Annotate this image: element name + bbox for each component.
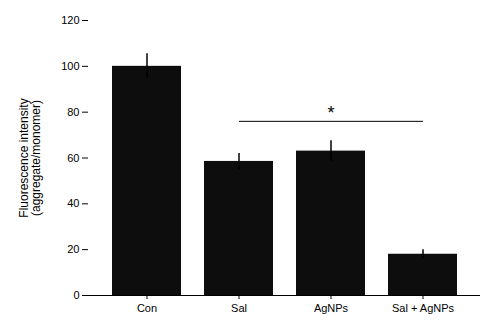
svg-text:80: 80 [67,106,79,118]
svg-text:60: 60 [67,152,79,164]
svg-text:*: * [327,103,334,123]
svg-text:20: 20 [67,243,79,255]
svg-text:120: 120 [61,14,79,26]
svg-text:AgNPs: AgNPs [314,302,349,314]
svg-text:Sal + AgNPs: Sal + AgNPs [392,302,455,314]
svg-text:Fluorescence intensity(aggrega: Fluorescence intensity(aggregate/monomer… [17,98,43,217]
svg-text:Con: Con [137,302,157,314]
svg-text:0: 0 [73,289,79,301]
svg-text:100: 100 [61,60,79,72]
svg-text:40: 40 [67,197,79,209]
svg-text:Sal: Sal [231,302,247,314]
